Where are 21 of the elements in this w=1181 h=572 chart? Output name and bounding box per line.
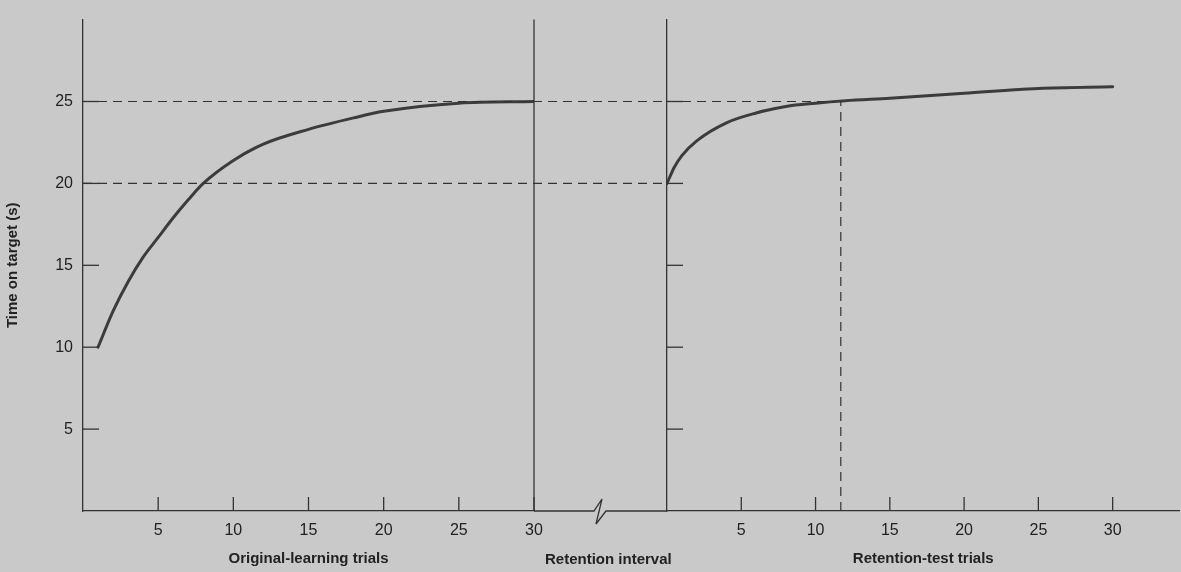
y-tick-label: 25	[55, 91, 74, 109]
x-tick-label: 30	[1103, 521, 1122, 539]
x-tick-label: 25	[449, 521, 468, 539]
x-tick-label: 10	[806, 521, 825, 539]
x-tick-label: 10	[224, 521, 243, 539]
y-tick-label: 20	[55, 173, 74, 191]
y-tick-label: 15	[55, 255, 74, 273]
y-axis-title: Time on target (s)	[3, 202, 21, 329]
x-tick-label: 20	[955, 521, 974, 539]
x-tick-label: 15	[880, 521, 899, 539]
x-tick-label: 15	[299, 521, 318, 539]
x-axis-title: Original-learning trials	[228, 549, 389, 567]
y-tick-label: 10	[55, 337, 74, 355]
y-tick-label: 5	[64, 419, 74, 437]
x-tick-label: 25	[1029, 521, 1048, 539]
x-tick-label: 5	[153, 521, 163, 539]
x-axis-title: Retention-test trials	[852, 549, 994, 567]
x-tick-label: 30	[525, 521, 543, 539]
x-tick-label: 5	[736, 521, 746, 539]
x-tick-label: 20	[374, 521, 393, 539]
text: Retention interval	[545, 550, 672, 567]
